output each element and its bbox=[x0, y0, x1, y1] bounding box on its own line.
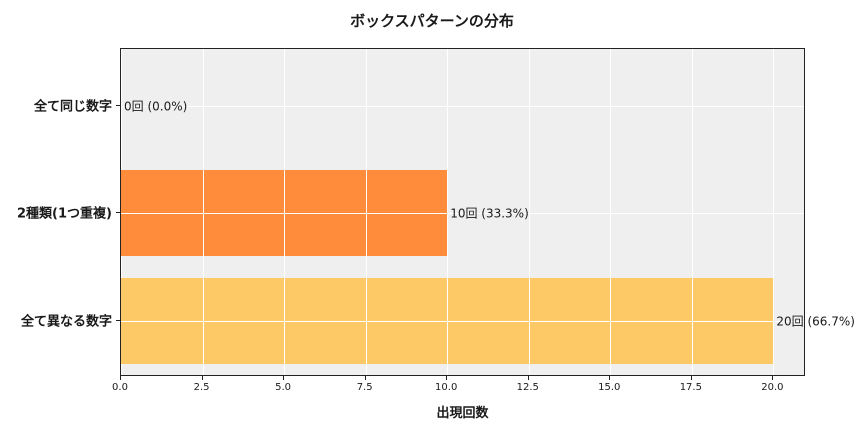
x-gridline bbox=[528, 49, 530, 375]
x-tick-label: 5.0 bbox=[275, 382, 292, 393]
x-gridline bbox=[447, 49, 449, 375]
y-tick bbox=[116, 105, 120, 106]
x-tick bbox=[690, 376, 692, 380]
value-label: 10回 (33.3%) bbox=[450, 206, 529, 221]
x-axis-label: 出現回数 bbox=[436, 406, 489, 421]
x-tick bbox=[201, 376, 203, 380]
y-tick-label: 2種類(1つ重複) bbox=[17, 206, 112, 222]
plot-area: 0回 (0.0%) 10回 (33.3%) 20回 (66.7%) bbox=[120, 48, 855, 376]
x-tick-label: 10.0 bbox=[435, 382, 458, 393]
x-tick-label: 2.5 bbox=[193, 382, 210, 393]
value-label: 0回 (0.0%) bbox=[124, 99, 188, 114]
x-tick-label: 12.5 bbox=[516, 382, 539, 393]
x-tick bbox=[283, 376, 285, 380]
x-tick bbox=[609, 376, 611, 380]
y-gridline bbox=[121, 321, 804, 322]
x-tick-label: 20.0 bbox=[761, 382, 784, 393]
x-tick bbox=[364, 376, 366, 380]
x-tick bbox=[446, 376, 448, 380]
x-tick-label: 0.0 bbox=[112, 382, 128, 393]
x-tick-label: 7.5 bbox=[356, 382, 373, 393]
y-tick-label: 全て同じ数字 bbox=[33, 99, 112, 115]
x-gridline bbox=[691, 49, 693, 375]
y-tick bbox=[116, 212, 120, 213]
x-gridline bbox=[773, 49, 775, 375]
x-tick bbox=[120, 376, 121, 380]
value-label: 20回 (66.7%) bbox=[776, 314, 855, 329]
x-tick bbox=[772, 376, 774, 380]
y-gridline bbox=[121, 106, 804, 107]
chart-title: ボックスパターンの分布 bbox=[350, 12, 514, 30]
x-tick-label: 15.0 bbox=[598, 382, 621, 393]
y-tick-label: 全て異なる数字 bbox=[20, 314, 112, 330]
x-gridline bbox=[610, 49, 612, 375]
x-tick bbox=[527, 376, 529, 380]
y-tick bbox=[116, 320, 120, 321]
x-tick-label: 17.5 bbox=[679, 382, 702, 393]
y-gridline bbox=[121, 213, 804, 214]
